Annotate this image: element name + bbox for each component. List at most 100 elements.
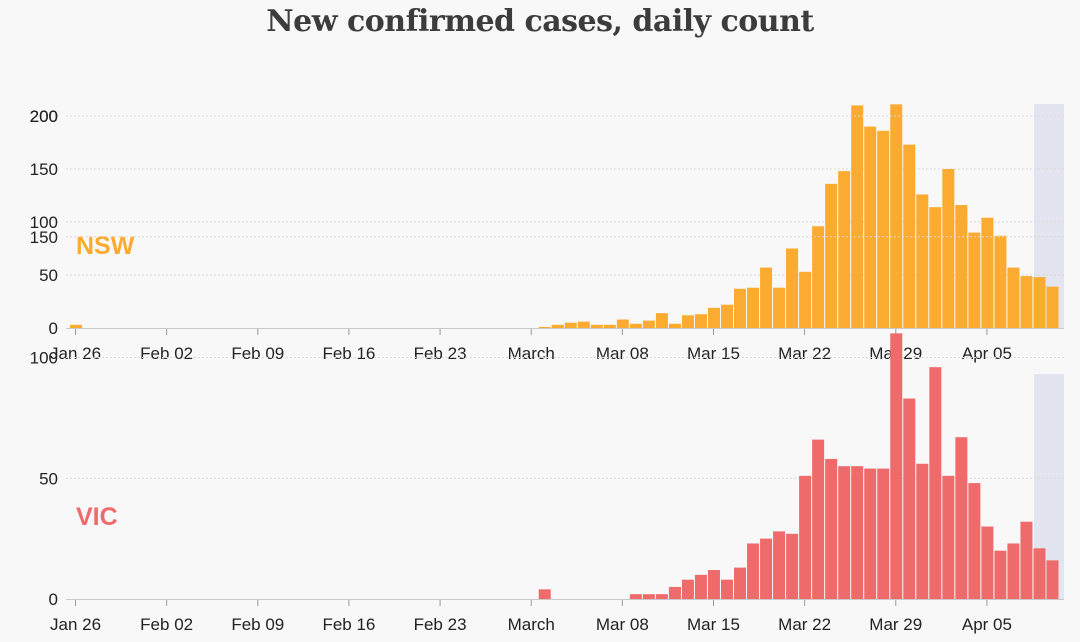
bar: [538, 589, 551, 599]
bar: [707, 307, 720, 328]
bar: [538, 326, 551, 328]
bar: [1020, 521, 1033, 599]
bar: [851, 466, 864, 599]
y-tick-label: 50: [39, 266, 58, 285]
bar: [903, 144, 916, 328]
bar: [681, 315, 694, 328]
bar: [668, 586, 681, 599]
x-tick-label: Mar 08: [596, 615, 649, 634]
bar: [1007, 267, 1020, 328]
bar: [968, 483, 981, 599]
bar: [955, 437, 968, 599]
x-tick-label: Feb 02: [140, 615, 193, 634]
x-tick-label: Mar 08: [596, 344, 649, 363]
bar: [577, 321, 590, 328]
y-tick-label: 50: [39, 469, 58, 488]
x-tick-label: Jan 26: [50, 615, 101, 634]
bar: [668, 323, 681, 328]
bar: [916, 463, 929, 599]
bar: [903, 398, 916, 599]
bar: [616, 319, 629, 328]
y-tick-label: 100: [30, 349, 58, 368]
bar: [642, 594, 655, 599]
x-tick-label: Mar 29: [869, 615, 922, 634]
bar: [694, 574, 707, 599]
bar: [955, 205, 968, 328]
x-tick-label: Apr 05: [962, 344, 1012, 363]
bar: [1007, 543, 1020, 599]
bar: [629, 594, 642, 599]
bar: [681, 579, 694, 599]
bar: [968, 232, 981, 328]
y-tick-label: 150: [30, 228, 58, 247]
bar: [655, 594, 668, 599]
page-title: New confirmed cases, daily count: [266, 4, 814, 39]
bar: [734, 567, 747, 599]
bar: [877, 468, 890, 599]
y-tick-label: 200: [30, 107, 58, 126]
bar: [851, 105, 864, 329]
x-tick-label: Mar 15: [687, 615, 740, 634]
y-tick-label: 150: [30, 160, 58, 179]
bar: [890, 104, 903, 328]
bar: [590, 324, 603, 328]
bar: [825, 183, 838, 328]
x-tick-label: March: [508, 344, 555, 363]
bar: [1046, 286, 1059, 328]
bar: [799, 271, 812, 328]
bar: [838, 171, 851, 328]
bar: [1033, 277, 1046, 328]
bar: [694, 314, 707, 328]
bar: [1046, 560, 1059, 599]
bar: [564, 322, 577, 328]
bar: [812, 226, 825, 328]
x-tick-label: Mar 22: [778, 344, 831, 363]
x-tick-label: Jan 26: [50, 344, 101, 363]
bar: [70, 324, 82, 328]
x-tick-label: Feb 09: [231, 344, 284, 363]
bar: [629, 323, 642, 328]
panel-label: VIC: [76, 503, 118, 531]
y-tick-label: 200: [30, 107, 58, 126]
bar: [551, 324, 564, 328]
bar: [603, 324, 616, 328]
x-tick-label: Feb 02: [140, 344, 193, 363]
bar: [994, 235, 1007, 328]
bar: [760, 267, 773, 328]
bar: [981, 217, 994, 328]
bar: [812, 439, 825, 599]
bar: [721, 304, 733, 328]
y-tick-label: 0: [49, 319, 58, 338]
bar: [734, 288, 747, 328]
panel-label: NSW: [76, 232, 135, 260]
x-tick-label: March: [508, 615, 555, 634]
bar: [890, 333, 903, 599]
bar: [1020, 276, 1033, 328]
x-tick-label: Feb 23: [414, 344, 467, 363]
y-tick-label: 100: [30, 213, 58, 232]
bar: [994, 550, 1007, 599]
x-tick-label: Apr 05: [962, 615, 1012, 634]
bar: [942, 475, 955, 599]
bar: [773, 531, 786, 599]
x-tick-label: Feb 23: [414, 615, 467, 634]
x-tick-label: Feb 16: [322, 615, 375, 634]
bar: [877, 130, 890, 328]
x-tick-label: Mar 22: [778, 615, 831, 634]
x-tick-label: Feb 16: [322, 344, 375, 363]
bar: [1033, 548, 1046, 599]
bar: [929, 367, 942, 599]
bar: [786, 248, 799, 328]
bar: [838, 466, 851, 599]
bar: [707, 570, 720, 599]
bar: [942, 169, 955, 328]
bar: [773, 287, 786, 328]
x-tick-label: Mar 15: [687, 344, 740, 363]
bar: [981, 526, 994, 599]
bar: [642, 320, 655, 328]
y-tick-label: 0: [49, 590, 58, 609]
bar: [864, 126, 877, 328]
bar: [799, 475, 812, 599]
